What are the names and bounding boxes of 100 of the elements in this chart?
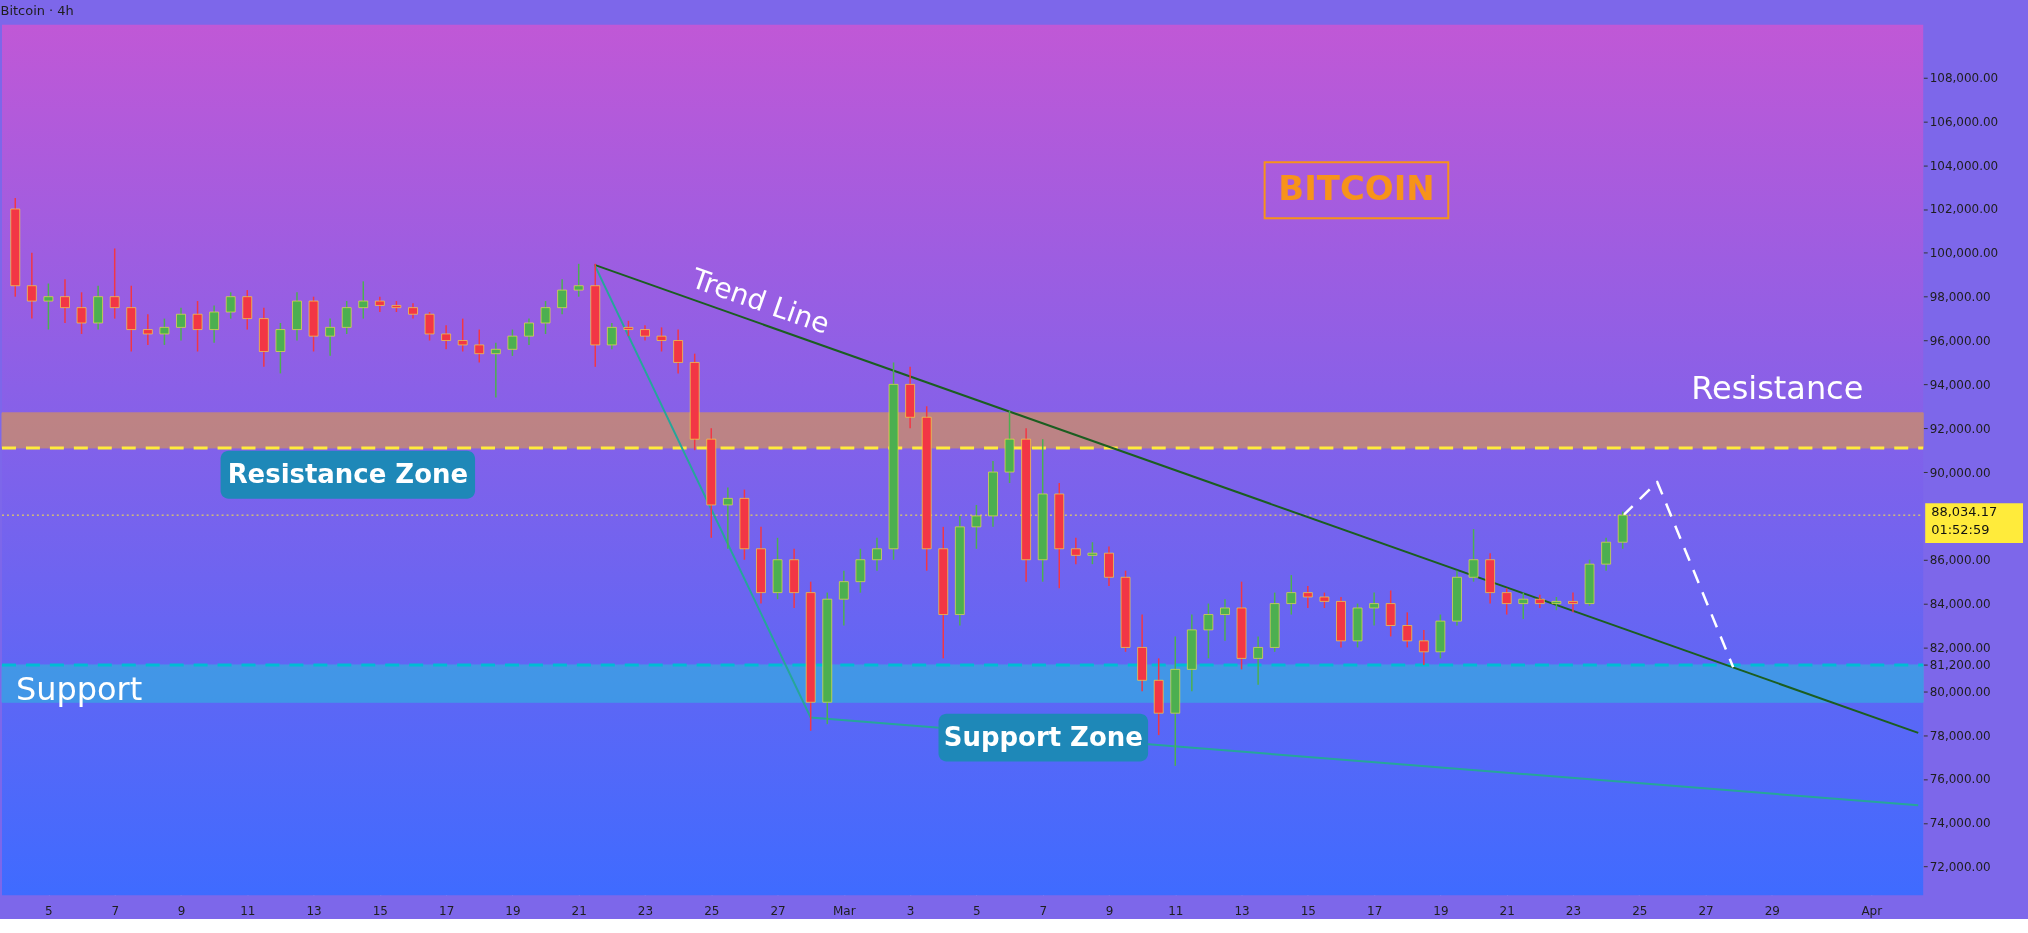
candlestick bbox=[457, 317, 468, 353]
x-tick-label: 9 bbox=[1105, 903, 1114, 918]
candlestick bbox=[325, 317, 335, 357]
x-tick-label: Mar bbox=[833, 903, 856, 918]
candlestick bbox=[209, 304, 219, 344]
candlestick bbox=[1468, 528, 1479, 583]
y-tick-label: 104,000.00 bbox=[1929, 158, 1999, 173]
candlestick bbox=[358, 280, 369, 320]
candlestick bbox=[573, 263, 584, 298]
candlestick bbox=[1303, 585, 1313, 609]
candlestick bbox=[1369, 591, 1379, 627]
x-tick-label: 11 bbox=[1168, 903, 1184, 918]
ref-line-label: Support bbox=[15, 669, 143, 708]
x-tick-label: 23 bbox=[1565, 903, 1582, 918]
candlestick bbox=[27, 252, 37, 320]
candlestick bbox=[126, 284, 137, 353]
candlestick bbox=[1203, 602, 1214, 660]
x-tick-label: 27 bbox=[770, 903, 786, 918]
candlestick bbox=[1071, 537, 1081, 565]
candlestick bbox=[1087, 541, 1098, 565]
candlestick bbox=[1286, 574, 1297, 616]
y-tick-label: 84,000.00 bbox=[1929, 597, 1991, 612]
x-tick-label: 29 bbox=[1764, 903, 1780, 918]
y-tick-label: 78,000.00 bbox=[1929, 728, 1991, 743]
candlestick bbox=[1220, 598, 1230, 642]
candlestick bbox=[242, 289, 253, 331]
x-tick-label: 21 bbox=[571, 903, 587, 918]
candlestick bbox=[159, 317, 170, 346]
candlestick bbox=[109, 247, 120, 320]
candlestick bbox=[43, 282, 54, 331]
y-tick-label: 92,000.00 bbox=[1929, 421, 1991, 436]
x-tick-label: 3 bbox=[906, 903, 915, 918]
y-tick-label: 94,000.00 bbox=[1929, 377, 1991, 392]
x-tick-label: 9 bbox=[177, 903, 186, 918]
candlestick bbox=[723, 486, 733, 550]
candlestick bbox=[607, 322, 617, 351]
x-tick-label: 15 bbox=[1300, 903, 1316, 918]
y-tick-label: 98,000.00 bbox=[1929, 290, 1991, 305]
x-tick-label: 27 bbox=[1698, 903, 1714, 918]
y-tick-label: 102,000.00 bbox=[1929, 202, 1999, 217]
y-tick-label: 81,200.00 bbox=[1929, 658, 1991, 673]
candlestick bbox=[424, 311, 435, 342]
y-tick-label: 80,000.00 bbox=[1929, 684, 1991, 699]
y-tick-label: 108,000.00 bbox=[1929, 70, 1999, 85]
candlestick bbox=[839, 569, 849, 627]
candlestick bbox=[1601, 537, 1611, 572]
x-tick-label: 23 bbox=[637, 903, 654, 918]
y-tick-label: 90,000.00 bbox=[1929, 465, 1991, 480]
annotation: BITCOIN bbox=[1278, 169, 1435, 209]
candlestick bbox=[1402, 611, 1413, 649]
x-tick-label: 17 bbox=[439, 903, 455, 918]
annotation: Support Zone bbox=[943, 721, 1143, 752]
x-tick-label: 25 bbox=[704, 903, 720, 918]
candlestick bbox=[441, 324, 451, 351]
candlestick bbox=[143, 313, 153, 346]
x-tick-label: Apr bbox=[1861, 903, 1883, 918]
y-tick-label: 82,000.00 bbox=[1929, 640, 1991, 655]
x-tick-label: 25 bbox=[1632, 903, 1648, 918]
candlestick bbox=[540, 300, 551, 335]
x-tick-label: 7 bbox=[1039, 903, 1048, 918]
x-tick-label: 5 bbox=[45, 903, 53, 918]
candlestick bbox=[1518, 591, 1529, 620]
y-tick-label: 76,000.00 bbox=[1929, 772, 1991, 787]
candlestick bbox=[192, 300, 203, 353]
candlestick bbox=[656, 326, 667, 353]
candlestick bbox=[474, 328, 485, 364]
candlestick bbox=[225, 291, 236, 320]
candlestick bbox=[1501, 587, 1512, 616]
candlestick bbox=[1568, 591, 1578, 614]
candlestick bbox=[872, 537, 882, 572]
x-tick-label: 17 bbox=[1367, 903, 1383, 918]
x-tick-label: 13 bbox=[1234, 903, 1250, 918]
candlestick bbox=[1385, 589, 1396, 638]
y-tick-label: 72,000.00 bbox=[1929, 860, 1991, 875]
candlestick bbox=[673, 328, 683, 375]
candlestick bbox=[275, 322, 286, 375]
x-tick-label: 11 bbox=[240, 903, 256, 918]
x-tick-label: 19 bbox=[1433, 903, 1449, 918]
annotation: Resistance Zone bbox=[227, 458, 469, 489]
ref-line-label: 88,034.17 01:52:59 bbox=[1931, 504, 1998, 538]
y-tick-label: 86,000.00 bbox=[1929, 553, 1991, 568]
candlestick bbox=[524, 317, 534, 346]
y-tick-label: 96,000.00 bbox=[1929, 334, 1991, 349]
candlestick bbox=[855, 548, 866, 594]
y-tick-label: 106,000.00 bbox=[1929, 114, 1999, 129]
x-tick-label: 21 bbox=[1499, 903, 1515, 918]
x-tick-label: 15 bbox=[372, 903, 388, 918]
ref-line-label: Resistance bbox=[1691, 369, 1864, 408]
candlestick bbox=[176, 306, 186, 342]
candlestick bbox=[507, 328, 518, 357]
candlestick bbox=[76, 291, 87, 335]
text: Trend Line bbox=[686, 261, 834, 341]
x-tick-label: 7 bbox=[111, 903, 120, 918]
candlestick bbox=[491, 341, 501, 399]
y-tick-label: 100,000.00 bbox=[1929, 246, 1999, 261]
chart-title: Bitcoin · 4h bbox=[0, 3, 74, 19]
x-tick-label: 5 bbox=[973, 903, 981, 918]
candlestick bbox=[1253, 635, 1263, 686]
y-tick-label: 74,000.00 bbox=[1929, 816, 1991, 831]
candlestick bbox=[341, 300, 352, 335]
